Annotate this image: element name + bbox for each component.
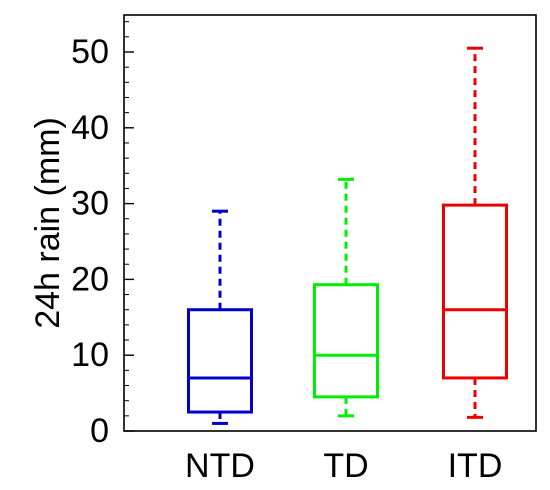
box-td	[313, 177, 379, 418]
y-minor-ticks	[124, 21, 129, 417]
y-major-ticks	[124, 51, 134, 432]
y-tick-labels: 0 10 20 30 40 50	[71, 33, 109, 450]
x-tick-label: TD	[323, 447, 368, 485]
y-axis-title: 24h rain (mm)	[29, 117, 67, 329]
box-itd	[442, 46, 508, 419]
x-tick-labels: NTD TD ITD	[185, 447, 502, 485]
y-tick-label: 10	[71, 336, 109, 374]
y-tick-label: 40	[71, 109, 109, 147]
y-tick-label: 50	[71, 33, 109, 71]
box-ntd	[187, 209, 253, 425]
x-tick-label: ITD	[448, 447, 503, 485]
iqr-box	[187, 308, 253, 414]
y-tick-label: 0	[90, 412, 109, 450]
x-tick-label: NTD	[185, 447, 255, 485]
y-tick-label: 30	[71, 185, 109, 223]
boxes	[187, 46, 508, 425]
iqr-box	[313, 283, 379, 399]
y-tick-label: 20	[71, 260, 109, 298]
iqr-box	[442, 203, 508, 380]
plot-frame	[123, 14, 537, 432]
